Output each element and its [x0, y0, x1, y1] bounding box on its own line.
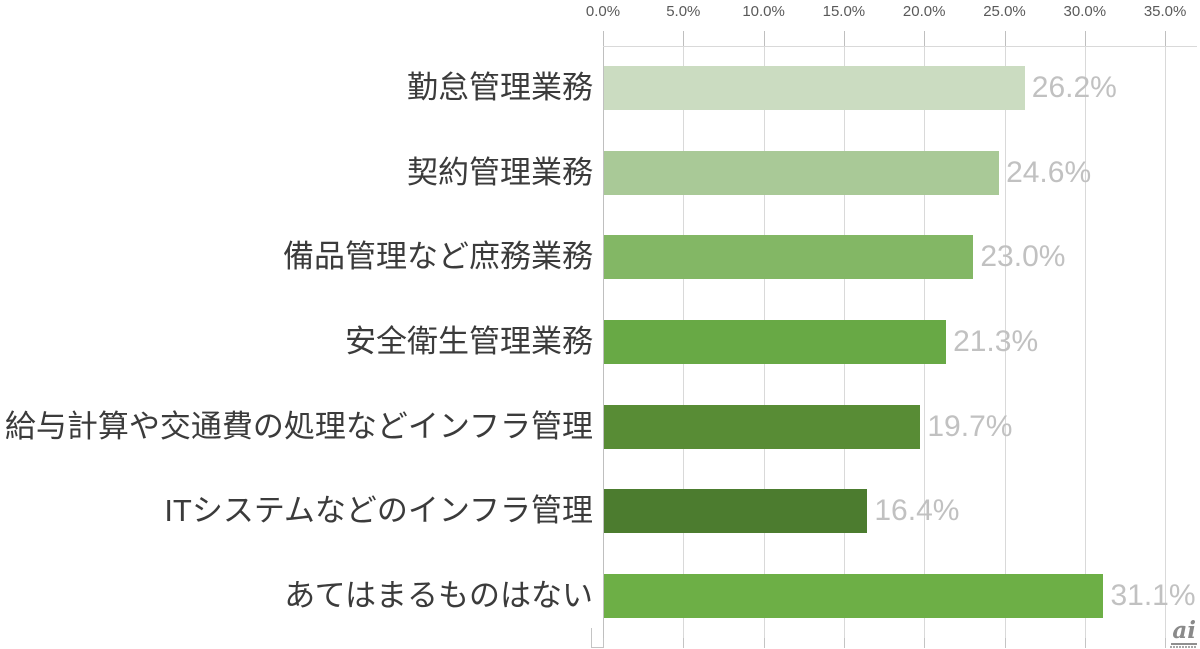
- category-label: 安全衛生管理業務: [345, 324, 593, 359]
- x-axis-tick-label: 35.0%: [1143, 3, 1187, 20]
- gridline: [1004, 46, 1006, 638]
- top-tick-mark: [1084, 31, 1086, 46]
- bar: [604, 573, 1104, 618]
- x-axis-tick-label: 15.0%: [822, 3, 866, 20]
- bottom-tick-mark: [1004, 638, 1006, 648]
- category-label: 契約管理業務: [407, 154, 593, 190]
- value-label: 16.4%: [874, 494, 960, 528]
- value-label: 21.3%: [953, 325, 1039, 358]
- category-axis-corner-tick: [591, 628, 592, 648]
- gridline: [1084, 46, 1086, 638]
- top-tick-mark: [763, 31, 765, 46]
- top-tick-mark: [924, 31, 926, 46]
- category-label: あてはまるものはない: [284, 577, 593, 613]
- plot-top-edge: [603, 46, 1197, 47]
- top-tick-mark: [1004, 31, 1006, 46]
- x-axis-tick-label: 25.0%: [983, 3, 1026, 20]
- top-tick-mark: [683, 31, 685, 46]
- category-label: ITシステムなどのインフラ管理: [164, 493, 593, 529]
- watermark-subtext-line: [1170, 646, 1197, 648]
- x-axis-tick-label: 5.0%: [666, 3, 701, 20]
- category-label: 勤怠管理業務: [407, 70, 593, 106]
- category-label: 給与計算や交通費の処理などインフラ管理: [4, 408, 593, 444]
- bar: [604, 320, 947, 364]
- bottom-tick-mark: [843, 638, 845, 648]
- bar: [604, 489, 868, 534]
- x-axis-tick-label: 0.0%: [585, 3, 621, 20]
- bottom-tick-mark: [683, 638, 685, 648]
- x-axis-tick-label: 20.0%: [902, 3, 946, 20]
- value-axis-line: [603, 46, 604, 638]
- bottom-tick-mark: [1165, 638, 1167, 648]
- bottom-tick-mark: [603, 638, 604, 648]
- bar: [604, 235, 974, 280]
- gridline: [1165, 46, 1167, 638]
- top-tick-mark: [603, 31, 604, 46]
- category-label: 備品管理など庶務業務: [283, 239, 593, 275]
- value-label: 26.2%: [1031, 71, 1117, 105]
- x-axis-tick-label: 10.0%: [742, 3, 785, 20]
- value-label: 24.6%: [1006, 155, 1092, 189]
- bar: [604, 150, 1000, 195]
- bottom-tick-mark: [763, 638, 765, 648]
- bottom-tick-mark: [924, 638, 926, 648]
- x-axis-tick-label: 30.0%: [1063, 3, 1107, 20]
- value-label: 31.1%: [1110, 578, 1196, 612]
- value-label: 23.0%: [980, 240, 1066, 274]
- bar: [604, 66, 1025, 111]
- bottom-tick-mark: [1084, 638, 1086, 648]
- watermark-logo: ai: [1170, 619, 1197, 648]
- value-label: 19.7%: [927, 409, 1013, 443]
- top-tick-mark: [1165, 31, 1167, 46]
- category-axis-corner-edge: [591, 647, 603, 648]
- bar: [604, 404, 921, 449]
- watermark-text: ai: [1171, 617, 1197, 645]
- top-tick-mark: [843, 31, 845, 46]
